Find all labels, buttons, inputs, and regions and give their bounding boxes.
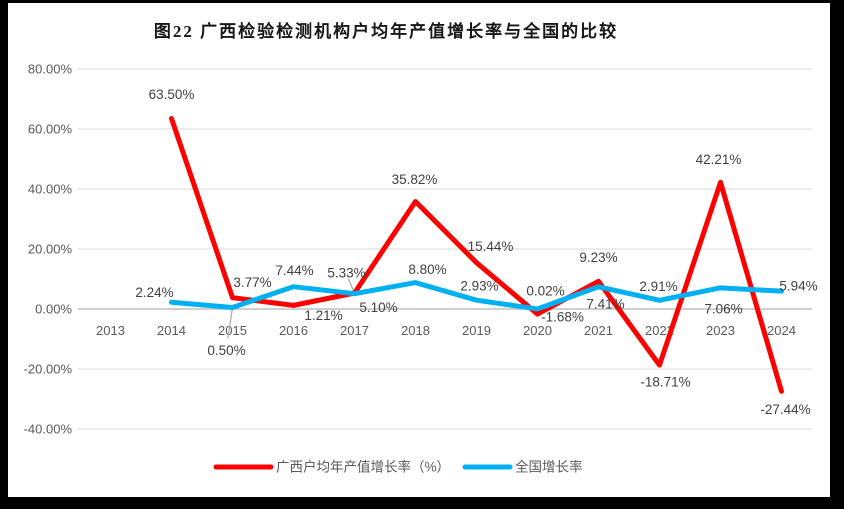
data-label: 7.06%	[704, 301, 742, 316]
x-tick-label: 2019	[462, 323, 491, 338]
legend-label: 全国增长率	[515, 459, 583, 475]
series-line-guangxi	[169, 116, 784, 394]
chart-title: 图22 广西检验检测机构户均年产值增长率与全国的比较	[154, 21, 618, 41]
y-tick-label: 20.00%	[28, 242, 73, 257]
y-tick-label: 80.00%	[28, 62, 73, 77]
data-label: 5.94%	[779, 279, 817, 294]
data-label: 7.41%	[586, 296, 624, 311]
plot-area: 80.00% 60.00% 40.00% 20.00% 0.00% -20.00% -40.…	[24, 62, 818, 437]
legend-label: 广西户均年产值增长率（%）	[276, 459, 450, 475]
y-tick-label: -20.00%	[24, 362, 73, 377]
data-label: 15.44%	[468, 239, 514, 254]
data-label: 7.44%	[275, 263, 313, 278]
data-label: 0.02%	[526, 283, 564, 298]
data-label: 3.77%	[233, 275, 271, 290]
x-tick-label: 2024	[767, 323, 796, 338]
x-tick-label: 2013	[96, 323, 125, 338]
series-line-national	[169, 280, 784, 312]
y-tick-label: 0.00%	[35, 302, 72, 317]
x-tick-label: 2015	[218, 323, 247, 338]
data-label: 0.50%	[207, 343, 245, 358]
label-leader-line	[227, 309, 233, 339]
chart-legend: 广西户均年产值增长率（%） 全国增长率	[213, 459, 583, 475]
y-tick-label: 60.00%	[28, 122, 73, 137]
x-tick-label: 2020	[523, 323, 552, 338]
x-tick-label: 2014	[157, 323, 186, 338]
x-tick-label: 2016	[279, 323, 308, 338]
data-label: 63.50%	[149, 87, 195, 102]
chart-background	[8, 3, 830, 497]
data-label: 9.23%	[579, 250, 617, 265]
data-label: -1.68%	[541, 310, 584, 325]
data-label: -18.71%	[640, 375, 690, 390]
data-label: 5.10%	[359, 300, 397, 315]
label-leader-line	[347, 278, 355, 293]
data-label: 2.24%	[135, 285, 173, 300]
data-label: 8.80%	[408, 262, 446, 277]
data-label: -27.44%	[760, 402, 810, 417]
data-label: 1.21%	[304, 308, 342, 323]
x-tick-label: 2023	[706, 323, 735, 338]
y-tick-label: -40.00%	[24, 422, 73, 437]
x-tick-label: 2017	[340, 323, 369, 338]
x-tick-label: 2018	[401, 323, 430, 338]
x-tick-label: 2021	[584, 323, 613, 338]
data-label: 2.93%	[460, 279, 498, 294]
x-tick-label: 2022	[645, 323, 674, 338]
data-label: 5.33%	[327, 266, 365, 281]
y-tick-label: 40.00%	[28, 182, 73, 197]
data-label: 35.82%	[392, 172, 438, 187]
data-label: 42.21%	[696, 152, 742, 167]
data-label: 2.91%	[639, 279, 677, 294]
